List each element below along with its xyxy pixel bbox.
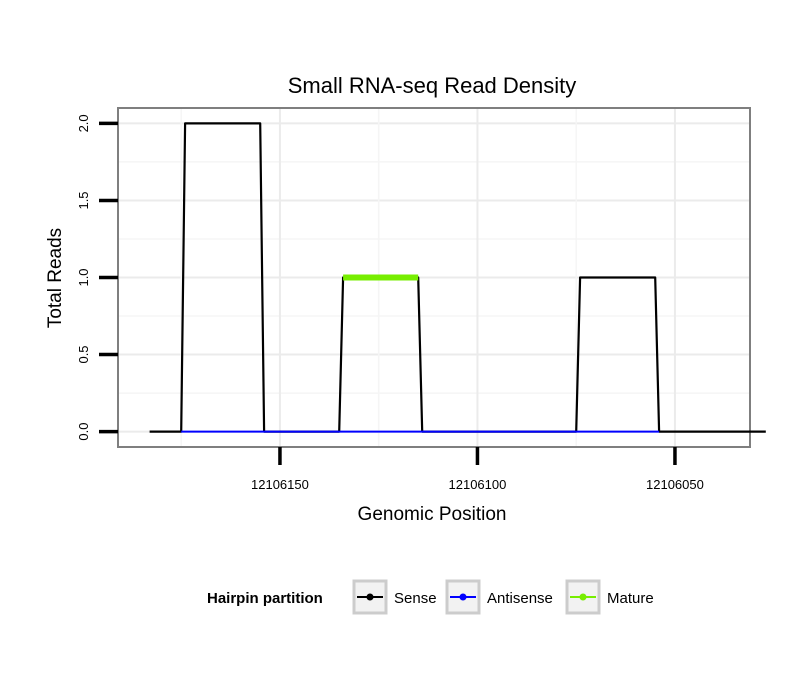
x-tick-label: 12106100	[449, 477, 507, 492]
x-tick-label: 12106150	[251, 477, 309, 492]
legend-key-point	[579, 593, 587, 601]
y-tick-label: 1.0	[76, 268, 91, 286]
legend: Hairpin partition Sense Antisense Mature	[207, 579, 654, 615]
legend-items: Sense Antisense Mature	[352, 579, 654, 615]
x-tick-label: 12106050	[646, 477, 704, 492]
y-tick-label: 0.5	[76, 345, 91, 363]
x-axis: 12106150 12106100 12106050	[251, 447, 704, 492]
y-axis: 0.0 0.5 1.0 1.5 2.0	[76, 114, 118, 441]
y-tick-label: 2.0	[76, 114, 91, 132]
legend-label-mature: Mature	[607, 590, 654, 607]
legend-label-antisense: Antisense	[487, 590, 553, 607]
chart-title: Small RNA-seq Read Density	[288, 73, 577, 98]
x-axis-title: Genomic Position	[358, 504, 507, 525]
legend-label-sense: Sense	[394, 590, 437, 607]
legend-key-point	[366, 593, 374, 601]
y-axis-title: Total Reads	[45, 228, 66, 328]
series-layer	[149, 122, 766, 433]
legend-title: Hairpin partition	[207, 590, 323, 607]
y-tick-label: 1.5	[76, 191, 91, 209]
legend-key-point	[459, 593, 467, 601]
y-tick-label: 0.0	[76, 423, 91, 441]
